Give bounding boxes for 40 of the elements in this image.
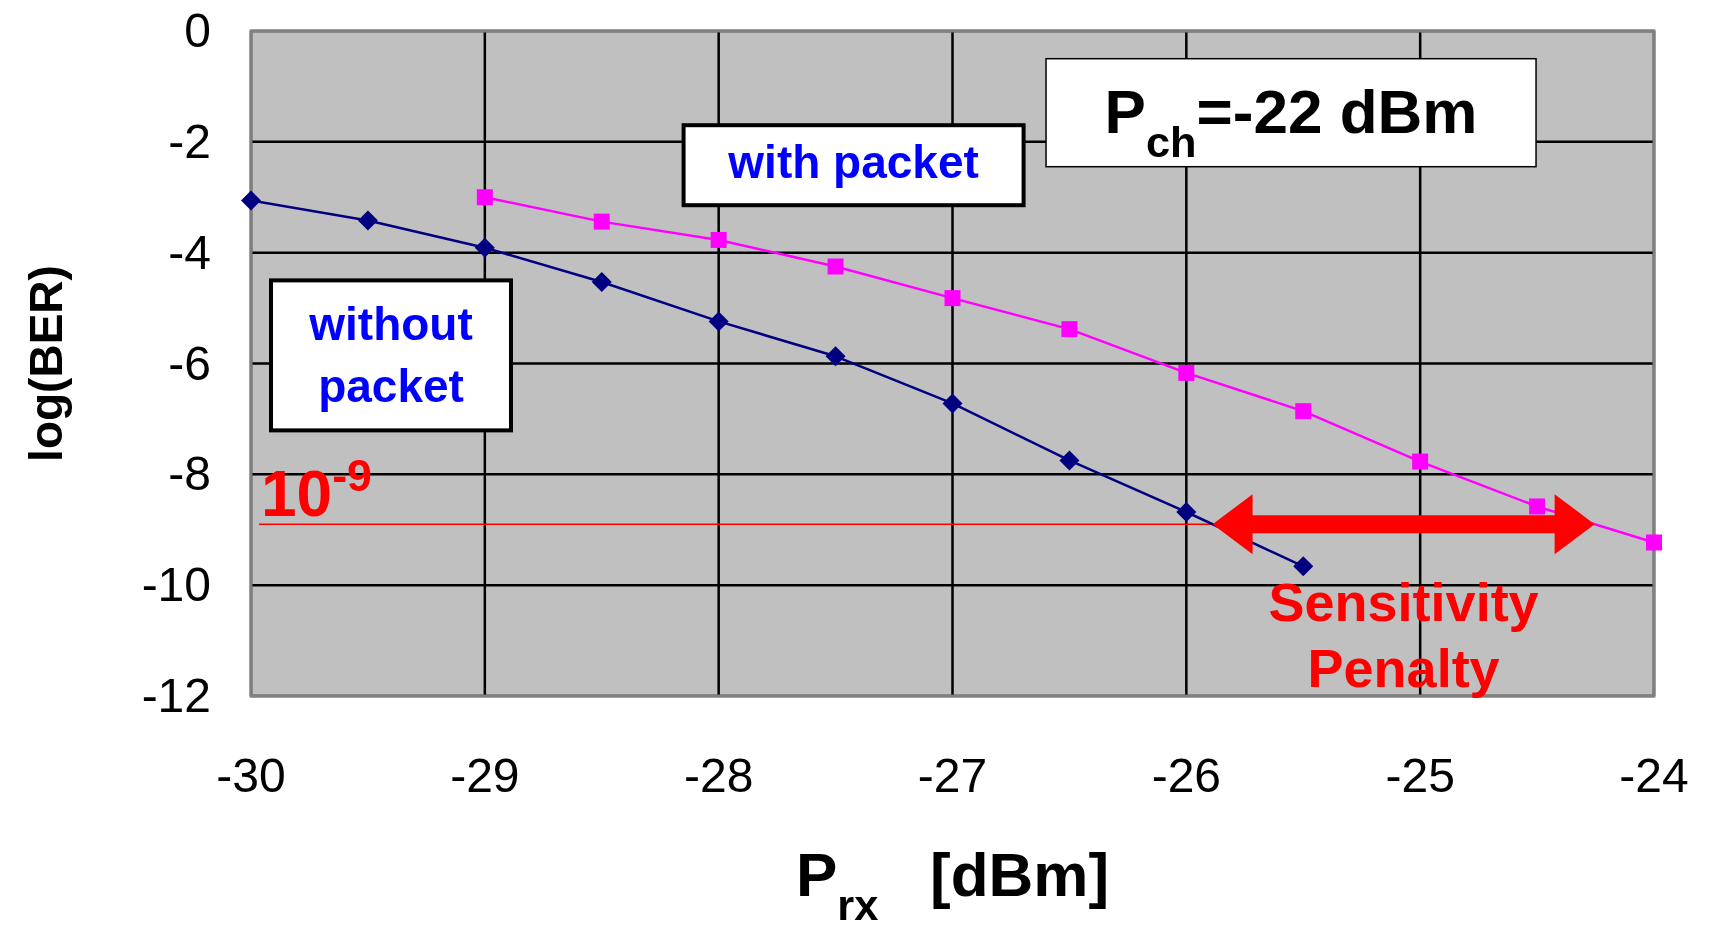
- point: [593, 213, 610, 230]
- x-tick-label: -29: [450, 749, 520, 802]
- point: [1646, 534, 1662, 551]
- x-tick-label: -30: [216, 749, 286, 802]
- x-tick-label: -28: [683, 749, 754, 802]
- x-tick-label: -24: [1619, 749, 1689, 802]
- y-tick-label: -10: [141, 558, 211, 612]
- point: [357, 210, 378, 231]
- point: [476, 189, 493, 206]
- point: [241, 190, 261, 211]
- point: [1059, 450, 1080, 471]
- point: [1061, 321, 1078, 338]
- y-axis-title: log(BER): [20, 265, 72, 462]
- point: [710, 231, 727, 248]
- annotation: P$_{ch}$=-22 dBm: [1104, 76, 1478, 166]
- point: [1295, 403, 1312, 420]
- point: [825, 346, 846, 367]
- point: [1293, 556, 1314, 577]
- x-tick-label: -26: [1151, 749, 1222, 802]
- y-tick-label: -4: [168, 225, 211, 279]
- point: [1529, 498, 1546, 515]
- y-tick-label: 0: [184, 4, 211, 57]
- point: [942, 393, 963, 414]
- point: [1176, 502, 1197, 523]
- series-label: with packet: [727, 136, 979, 189]
- point: [944, 290, 961, 307]
- point: [1178, 364, 1195, 381]
- y-tick-label: -8: [168, 447, 211, 501]
- y-tick-label: -2: [168, 114, 211, 168]
- point: [1412, 453, 1429, 470]
- y-tick-label: -6: [168, 336, 211, 390]
- x-tick-label: -27: [917, 749, 988, 802]
- point: [591, 272, 612, 293]
- point: [474, 237, 495, 258]
- x-axis-title: P$_{rx}$ [dBm]: [795, 840, 1110, 929]
- point: [708, 311, 729, 332]
- point: [827, 258, 844, 275]
- x-tick-label: -25: [1385, 749, 1455, 802]
- series-label: without packet: [308, 298, 473, 413]
- y-tick-label: -12: [141, 669, 211, 722]
